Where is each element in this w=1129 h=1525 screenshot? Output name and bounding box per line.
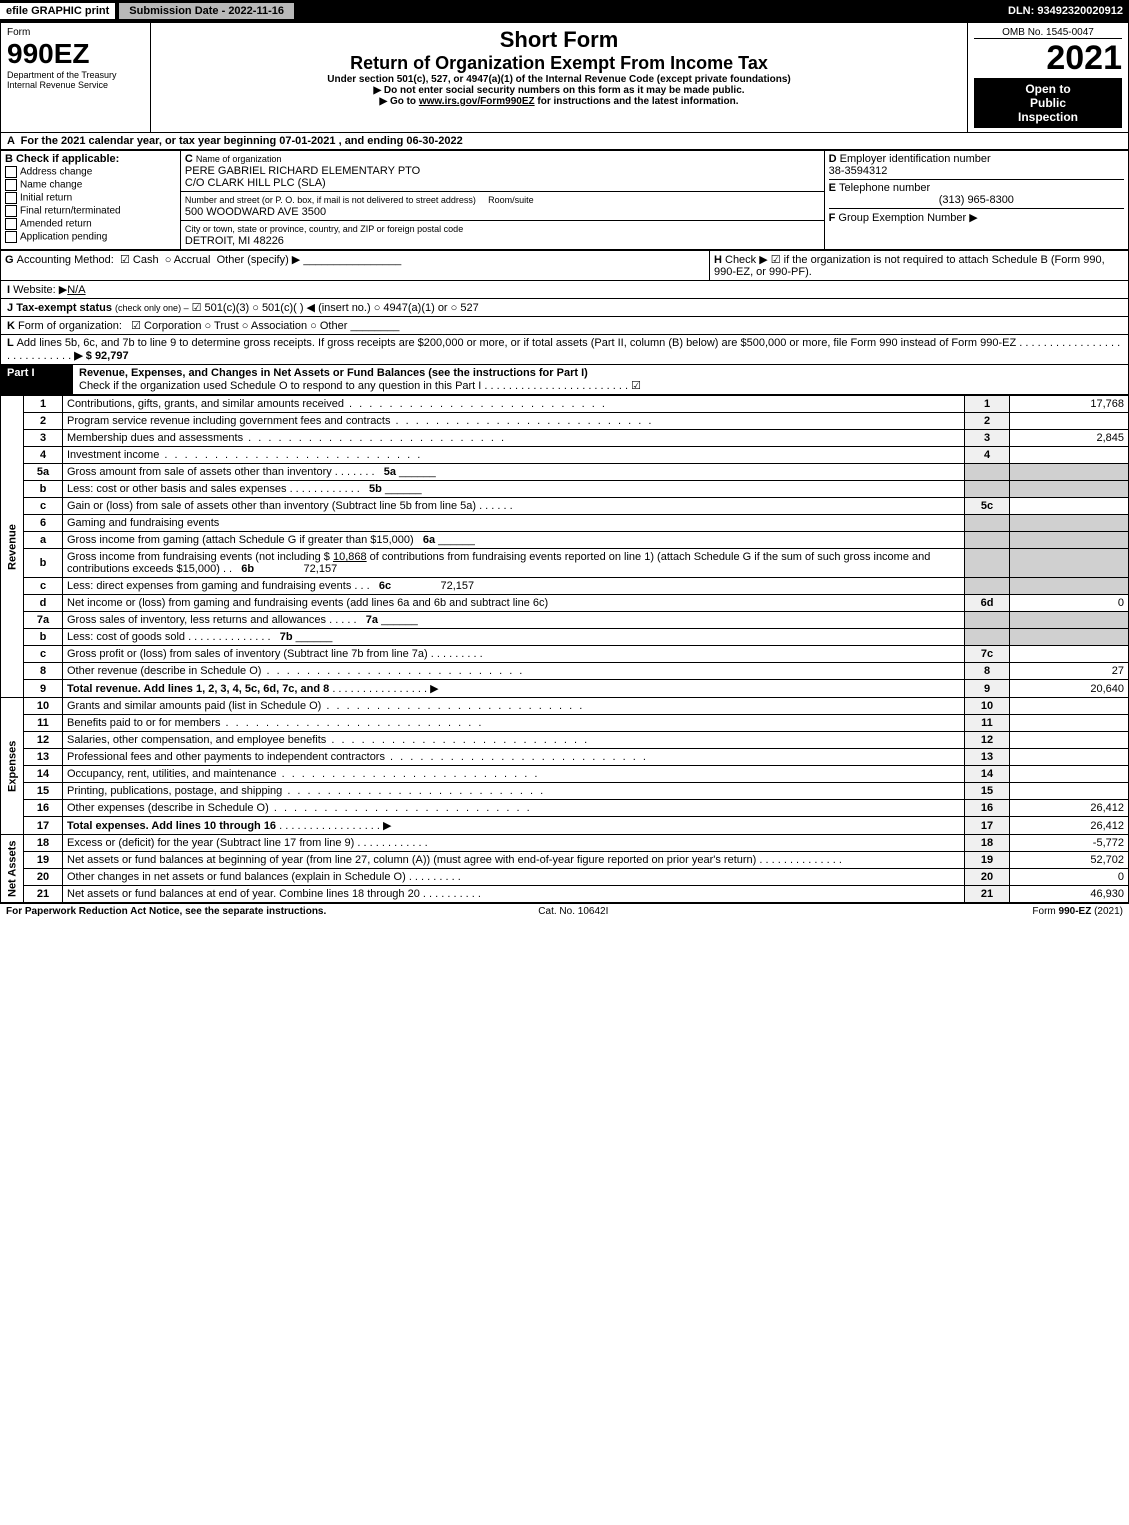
val-9: 20,640 <box>1010 680 1129 698</box>
cb-address-change[interactable] <box>5 166 17 178</box>
val-6d: 0 <box>1010 595 1129 612</box>
val-15 <box>1010 783 1129 800</box>
form-id: Form 990-EZ (2021) <box>1032 906 1123 917</box>
city-state-zip: DETROIT, MI 48226 <box>185 235 284 247</box>
revenue-label: Revenue <box>1 396 24 698</box>
val-21: 46,930 <box>1010 886 1129 903</box>
tax-year: 2021 <box>974 39 1122 78</box>
form-label: Form <box>7 27 144 38</box>
part-i-table: Revenue 1Contributions, gifts, grants, a… <box>0 395 1129 903</box>
val-18: -5,772 <box>1010 835 1129 852</box>
instr-goto: ▶ Go to www.irs.gov/Form990EZ for instru… <box>157 96 961 107</box>
instr-ssn: ▶ Do not enter social security numbers o… <box>157 85 961 96</box>
ein: 38-3594312 <box>829 165 1124 177</box>
efile-label[interactable]: efile GRAPHIC print <box>0 3 115 19</box>
line-K: K Form of organization: ☑ Corporation ○ … <box>0 317 1129 335</box>
gh-block: G Accounting Method: ☑ Cash ○ Accrual Ot… <box>0 250 1129 281</box>
dept-irs: Internal Revenue Service <box>7 80 144 90</box>
identity-block: B Check if applicable: Address change Na… <box>0 150 1129 250</box>
parti-check: ☑ <box>631 380 641 392</box>
line-J: J Tax-exempt status (check only one) ‒ ☑… <box>0 299 1129 317</box>
footer: For Paperwork Reduction Act Notice, see … <box>0 903 1129 919</box>
line-H: Check ▶ ☑ if the organization is not req… <box>714 254 1105 278</box>
street-address: 500 WOODWARD AVE 3500 <box>185 206 326 218</box>
val-13 <box>1010 749 1129 766</box>
part-i-header: Part I Revenue, Expenses, and Changes in… <box>0 365 1129 395</box>
val-11 <box>1010 715 1129 732</box>
dln: DLN: 93492320020912 <box>1008 5 1129 17</box>
checkbox-list: Address change Name change Initial retur… <box>5 166 176 243</box>
short-form-title: Short Form <box>157 27 961 53</box>
val-8: 27 <box>1010 663 1129 680</box>
val-1: 17,768 <box>1010 396 1129 413</box>
expenses-label: Expenses <box>1 698 24 835</box>
cb-application-pending[interactable] <box>5 231 17 243</box>
open-to-public: Open to Public Inspection <box>974 78 1122 128</box>
cat-no: Cat. No. 10642I <box>538 906 608 917</box>
val-12 <box>1010 732 1129 749</box>
form-number: 990EZ <box>7 38 144 70</box>
irs-link[interactable]: www.irs.gov/Form990EZ <box>419 96 535 107</box>
telephone: (313) 965-8300 <box>829 194 1124 206</box>
subtitle: Under section 501(c), 527, or 4947(a)(1)… <box>157 74 961 85</box>
val-14 <box>1010 766 1129 783</box>
val-5c <box>1010 498 1129 515</box>
cb-name-change[interactable] <box>5 179 17 191</box>
cb-final-return[interactable] <box>5 205 17 217</box>
val-4 <box>1010 447 1129 464</box>
val-2 <box>1010 413 1129 430</box>
org-co: C/O CLARK HILL PLC (SLA) <box>185 177 326 189</box>
cb-amended-return[interactable] <box>5 218 17 230</box>
line-B-label: B Check if applicable: <box>5 153 176 165</box>
line-I: I Website: ▶N/A <box>0 281 1129 299</box>
line-A: A For the 2021 calendar year, or tax yea… <box>0 133 1129 150</box>
val-16: 26,412 <box>1010 800 1129 817</box>
val-10 <box>1010 698 1129 715</box>
paperwork-notice: For Paperwork Reduction Act Notice, see … <box>6 906 326 917</box>
org-name: PERE GABRIEL RICHARD ELEMENTARY PTO <box>185 165 420 177</box>
val-3: 2,845 <box>1010 430 1129 447</box>
dept-treasury: Department of the Treasury <box>7 70 144 80</box>
val-7c <box>1010 646 1129 663</box>
submission-date: Submission Date - 2022-11-16 <box>119 3 294 19</box>
val-19: 52,702 <box>1010 852 1129 869</box>
net-assets-label: Net Assets <box>1 835 24 903</box>
val-20: 0 <box>1010 869 1129 886</box>
cb-initial-return[interactable] <box>5 192 17 204</box>
omb-number: OMB No. 1545-0047 <box>974 27 1122 39</box>
topbar: efile GRAPHIC print Submission Date - 20… <box>0 0 1129 22</box>
form-header: Form 990EZ Department of the Treasury In… <box>0 22 1129 133</box>
main-title: Return of Organization Exempt From Incom… <box>157 53 961 74</box>
val-17: 26,412 <box>1010 817 1129 835</box>
website: N/A <box>67 284 85 296</box>
line-L: L Add lines 5b, 6c, and 7b to line 9 to … <box>0 335 1129 365</box>
